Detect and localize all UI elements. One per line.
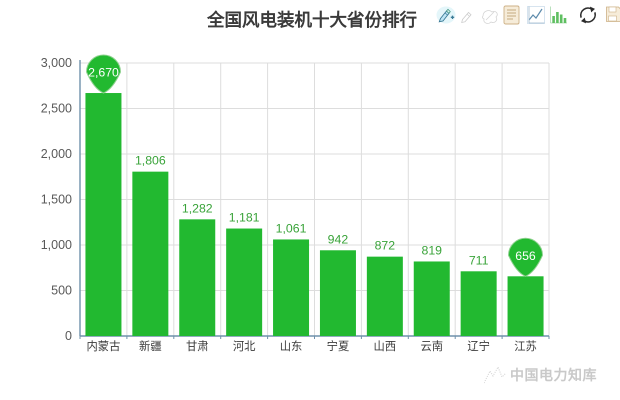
- svg-text:500: 500: [51, 284, 72, 298]
- svg-text:1,806: 1,806: [135, 154, 166, 168]
- svg-text:2,670: 2,670: [88, 66, 119, 80]
- svg-text:江苏: 江苏: [514, 340, 537, 353]
- svg-text:河北: 河北: [233, 340, 256, 353]
- svg-text:942: 942: [328, 232, 349, 246]
- svg-text:宁夏: 宁夏: [327, 339, 350, 353]
- svg-text:山东: 山东: [280, 340, 303, 353]
- svg-text:3,000: 3,000: [41, 56, 72, 70]
- svg-text:1,181: 1,181: [229, 211, 260, 225]
- svg-text:1,282: 1,282: [182, 201, 213, 215]
- svg-text:2,500: 2,500: [41, 102, 72, 116]
- svg-text:甘肃: 甘肃: [186, 340, 209, 353]
- svg-text:656: 656: [515, 249, 536, 263]
- svg-text:1,500: 1,500: [41, 193, 72, 207]
- svg-text:872: 872: [375, 239, 396, 253]
- svg-text:山西: 山西: [374, 340, 397, 353]
- svg-text:1,061: 1,061: [276, 221, 307, 235]
- svg-text:819: 819: [421, 244, 442, 258]
- svg-text:新疆: 新疆: [139, 339, 162, 353]
- svg-text:辽宁: 辽宁: [467, 339, 490, 353]
- svg-text:0: 0: [65, 329, 72, 343]
- svg-text:711: 711: [469, 253, 489, 267]
- svg-text:内蒙古: 内蒙古: [86, 339, 120, 353]
- svg-text:2,000: 2,000: [41, 147, 72, 161]
- svg-text:云南: 云南: [420, 340, 443, 353]
- svg-text:1,000: 1,000: [41, 238, 72, 252]
